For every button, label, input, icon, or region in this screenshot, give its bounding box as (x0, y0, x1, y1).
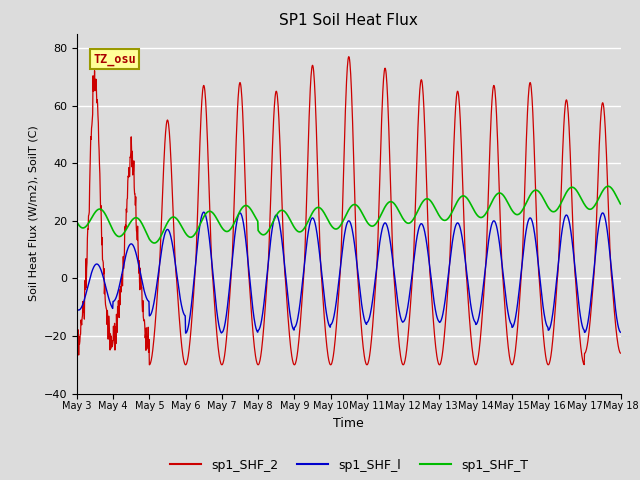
sp1_SHF_l (255, 326, 263, 332)
sp1_SHF_T (604, 183, 612, 189)
sp1_SHF_l (553, 277, 561, 283)
sp1_SHF_l (73, 306, 81, 312)
sp1_SHF_2 (73, 332, 81, 338)
Line: sp1_SHF_T: sp1_SHF_T (77, 186, 620, 243)
sp1_SHF_T (504, 201, 512, 206)
sp1_SHF_2 (434, 357, 442, 363)
sp1_SHF_T (433, 209, 441, 215)
Title: SP1 Soil Heat Flux: SP1 Soil Heat Flux (280, 13, 418, 28)
sp1_SHF_2 (194, 196, 202, 202)
sp1_SHF_T (150, 240, 158, 246)
Text: TZ_osu: TZ_osu (93, 53, 136, 66)
sp1_SHF_l (180, 312, 188, 318)
sp1_SHF_l (505, 313, 513, 319)
sp1_SHF_2 (181, 361, 189, 367)
sp1_SHF_T (552, 207, 560, 213)
sp1_SHF_2 (505, 348, 513, 353)
sp1_SHF_T (255, 228, 263, 234)
sp1_SHF_l (182, 330, 189, 336)
sp1_SHF_l (200, 209, 207, 215)
sp1_SHF_2 (255, 361, 263, 367)
sp1_SHF_T (181, 229, 189, 235)
sp1_SHF_2 (345, 54, 353, 60)
X-axis label: Time: Time (333, 417, 364, 430)
sp1_SHF_2 (553, 287, 561, 292)
sp1_SHF_T (73, 219, 81, 225)
sp1_SHF_l (616, 329, 624, 335)
sp1_SHF_l (194, 236, 202, 242)
sp1_SHF_l (434, 316, 442, 322)
Y-axis label: Soil Heat Flux (W/m2), SoilT (C): Soil Heat Flux (W/m2), SoilT (C) (28, 126, 38, 301)
Line: sp1_SHF_l: sp1_SHF_l (77, 212, 620, 333)
sp1_SHF_T (616, 201, 624, 207)
sp1_SHF_2 (616, 350, 624, 356)
Legend: sp1_SHF_2, sp1_SHF_l, sp1_SHF_T: sp1_SHF_2, sp1_SHF_l, sp1_SHF_T (164, 454, 533, 477)
sp1_SHF_T (194, 226, 202, 231)
Line: sp1_SHF_2: sp1_SHF_2 (77, 57, 620, 365)
sp1_SHF_2 (145, 362, 153, 368)
